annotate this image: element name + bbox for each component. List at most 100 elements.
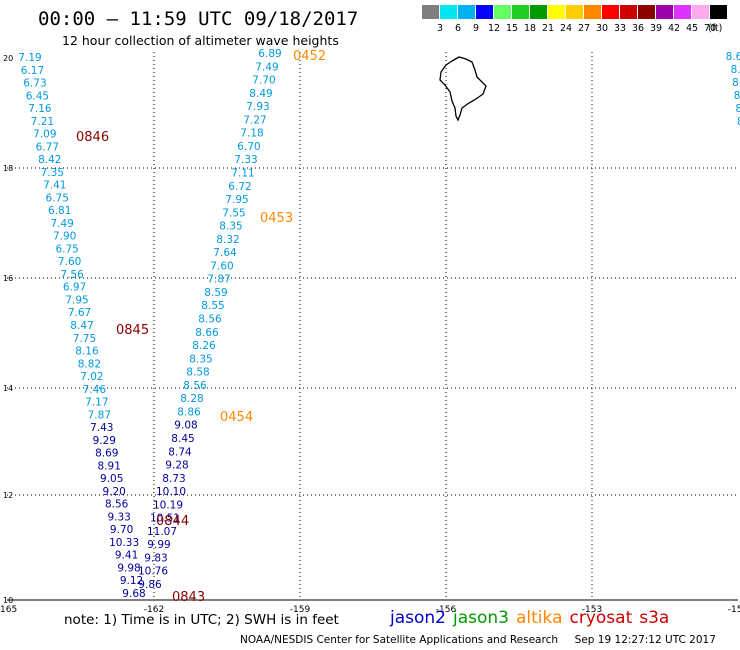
swh-value: 6.70 [237,141,260,153]
pass-time-label: 0843 [172,590,205,605]
page-title: 00:00 – 11:59 UTC 09/18/2017 [38,8,359,30]
swh-value: 7.60 [210,260,233,272]
swh-value: 7.11 [231,167,254,179]
legend-label: 12 [487,23,501,34]
swh-value: 7.67 [68,307,91,319]
swh-value: 9.98 [117,562,140,574]
swh-value: 7.55 [222,207,245,219]
legend-swatch [494,5,511,19]
swh-value: 7.75 [73,333,96,345]
swh-value: 9.33 [107,511,130,523]
swh-value: 7.87 [207,274,230,286]
legend-swatch [710,5,727,19]
swh-value: 10.51 [150,513,180,525]
swh-value: 7.95 [65,294,88,306]
legend-label: 15 [505,23,519,34]
swh-value: 7.70 [252,75,275,87]
legend-label: 33 [613,23,627,34]
lat-tick-label: 14 [3,384,13,393]
swh-value: 8.91 [98,460,121,472]
swh-value: 6.81 [48,205,71,217]
legend-label: 27 [577,23,591,34]
pass-time-label: 0845 [116,323,149,338]
swh-value: 11.07 [147,526,177,538]
lat-tick-label: 12 [3,491,13,500]
pass-time-label: 0454 [220,410,253,425]
swh-value: 9.08 [174,420,197,432]
legend-swatch [476,5,493,19]
swh-value: 8.28 [180,393,203,405]
swh-value: 7.09 [33,129,56,141]
swh-value: 8.6 [726,51,740,63]
legend-label: 45 [685,23,699,34]
swh-value: 7.17 [85,397,108,409]
legend-swatch [602,5,619,19]
lat-tick-label: 10 [3,596,13,605]
legend-swatch [656,5,673,19]
legend-label: 3 [436,23,444,34]
swh-value: 9.70 [110,524,133,536]
swh-value: 8.47 [70,320,93,332]
swh-value: 6.89 [258,48,281,60]
satellite-altika-label: altika [516,608,563,628]
swh-value: 6.97 [63,282,86,294]
legend-swatch [674,5,691,19]
lat-tick-label: 20 [3,54,13,63]
swh-value: 7.90 [53,231,76,243]
swh-value: 7.18 [240,128,263,140]
swh-value: 7.41 [43,180,66,192]
lon-tick-label: -159 [290,605,311,615]
legend-swatch [620,5,637,19]
lat-tick-label: 16 [3,274,13,283]
swh-value: 8.74 [168,446,192,458]
swh-value: 10.76 [138,566,168,578]
lat-tick-label: 18 [3,164,13,173]
legend-swatch [548,5,565,19]
swh-value: 6.75 [55,243,78,255]
swh-value: 9.41 [115,550,138,562]
lon-tick-label: -153 [582,605,602,615]
swh-value: 8. [737,116,740,128]
swh-value: 8.35 [189,353,212,365]
swh-value: 7.35 [41,167,64,179]
swh-value: 8.35 [219,221,242,233]
legend-swatch [566,5,583,19]
satellite-jason3-label: jason3 [453,608,509,628]
lon-tick-label: -162 [144,605,164,615]
swh-value: 7.16 [28,103,52,115]
pass-time-labels: 0846 0845 0844 0843 0452 0453 0454 [76,49,326,605]
grid-lines [7,52,738,601]
swh-value: 7.02 [80,371,103,383]
lon-tick-label: -150 [728,605,740,615]
legend-label: 30 [595,23,609,34]
swh-value: 10.10 [156,486,186,498]
swh-value: 8.56 [183,380,207,392]
axis-labels: -165 -162 -159 -156 -153 -150 20 18 16 14 12 10 [0,54,740,615]
swh-value: 8.82 [78,358,101,370]
swh-value: 8.66 [195,327,219,339]
pass-time-label: 0844 [156,514,189,529]
legend-label: 24 [559,23,573,34]
satellite-jason2-label: jason2 [390,608,446,628]
swh-value: 9.28 [165,460,188,472]
swh-value: 9.12 [120,575,143,587]
legend-unit: (ft) [708,23,723,34]
swh-value: 6.73 [23,78,46,90]
swh-value: 7.56 [60,269,84,281]
swh-value: 7.27 [243,114,266,126]
swh-value: 8.56 [198,314,222,326]
legend-label: 36 [631,23,645,34]
pass-time-label: 0452 [293,49,326,64]
swh-value: 9.86 [138,579,162,591]
lon-tick-label: -156 [436,605,457,615]
swh-value: 10.33 [109,537,139,549]
swh-value: 8.58 [186,367,209,379]
legend-label: 42 [667,23,681,34]
swh-tracks: 7.196.176.736.457.167.217.096.778.427.35… [18,48,740,600]
swh-value: 10.19 [153,499,183,511]
swh-value: 7.33 [234,154,257,166]
swh-value: 6.75 [46,192,69,204]
swh-value: 7.43 [90,422,113,434]
swh-value: 7.19 [18,52,41,64]
